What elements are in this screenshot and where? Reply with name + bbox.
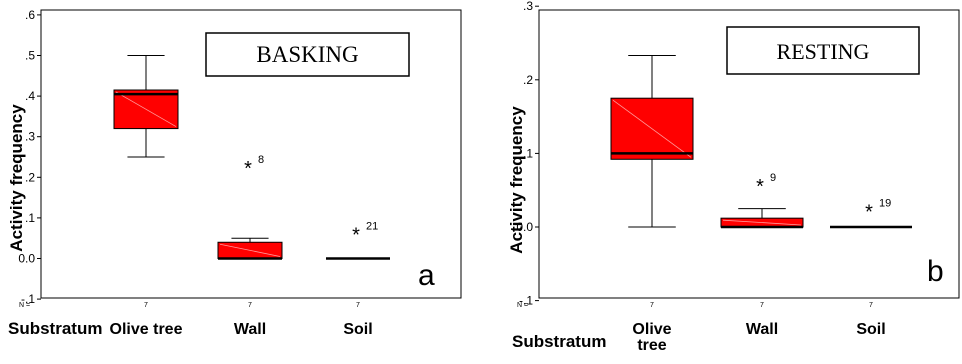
y-tick-label: 0.0 — [18, 252, 35, 266]
n-label: N = — [517, 302, 528, 309]
n-count: 7 — [144, 302, 148, 309]
y-tick-label: .6 — [25, 8, 35, 22]
x-category-label: tree — [637, 337, 666, 354]
y-tick-label: .1 — [523, 146, 533, 160]
n-count: 7 — [760, 302, 764, 309]
outlier-label: 9 — [770, 172, 776, 184]
outlier-label: 19 — [879, 198, 891, 210]
outlier-marker: * — [756, 176, 764, 198]
y-tick-label: 0.0 — [516, 220, 533, 234]
y-tick-label: -.1 — [519, 294, 533, 308]
chart-title: RESTING — [777, 39, 870, 64]
y-tick-label: -.1 — [21, 292, 35, 306]
outlier-label: 8 — [258, 154, 264, 166]
x-category-label: Wall — [234, 321, 266, 338]
x-category-label: Soil — [856, 321, 885, 338]
outlier-marker: * — [865, 202, 873, 224]
box-shading — [219, 243, 281, 257]
chart-panel-b: -.1 0.0 .1 .2 .3 RESTING b Activity frequency N … — [507, 0, 960, 354]
title-box — [726, 26, 920, 75]
y-tick-label: .5 — [25, 49, 35, 63]
box-shading — [612, 99, 692, 158]
plot-frame — [40, 9, 462, 299]
x-category-label: Olive tree — [110, 321, 183, 338]
panel-label: a — [418, 259, 435, 292]
x-category-label: Olive — [632, 321, 671, 338]
title-box — [205, 32, 410, 77]
chart-title: BASKING — [256, 42, 358, 67]
box-shading — [722, 219, 802, 226]
x-axis-label: Substratum — [8, 319, 102, 338]
x-axis-label: Substratum — [512, 332, 606, 351]
chart-panel-a: -.1 0.0 .1 .2 .3 .4 .5 .6 BASKING a Activity frequ… — [7, 8, 462, 338]
n-count: 7 — [869, 302, 873, 309]
y-tick-label: .1 — [25, 211, 35, 225]
y-tick-label: .3 — [523, 0, 533, 13]
panel-label: b — [927, 255, 944, 288]
n-count: 7 — [356, 302, 360, 309]
y-axis-label: Activity frequency — [7, 104, 26, 252]
y-tick-label: .4 — [25, 89, 35, 103]
plot-frame — [538, 9, 960, 299]
box-shading — [115, 91, 177, 127]
y-tick-label: .2 — [25, 170, 35, 184]
y-tick-label: .2 — [523, 73, 533, 87]
n-label: N = — [19, 302, 30, 309]
x-category-label: Wall — [746, 321, 778, 338]
y-tick-label: .3 — [25, 130, 35, 144]
outlier-marker: * — [244, 158, 252, 180]
outlier-label: 21 — [366, 220, 378, 232]
y-axis-label: Activity frequency — [507, 106, 526, 254]
x-category-label: Soil — [343, 321, 372, 338]
n-count: 7 — [650, 302, 654, 309]
n-count: 7 — [248, 302, 252, 309]
outlier-marker: * — [352, 224, 360, 246]
